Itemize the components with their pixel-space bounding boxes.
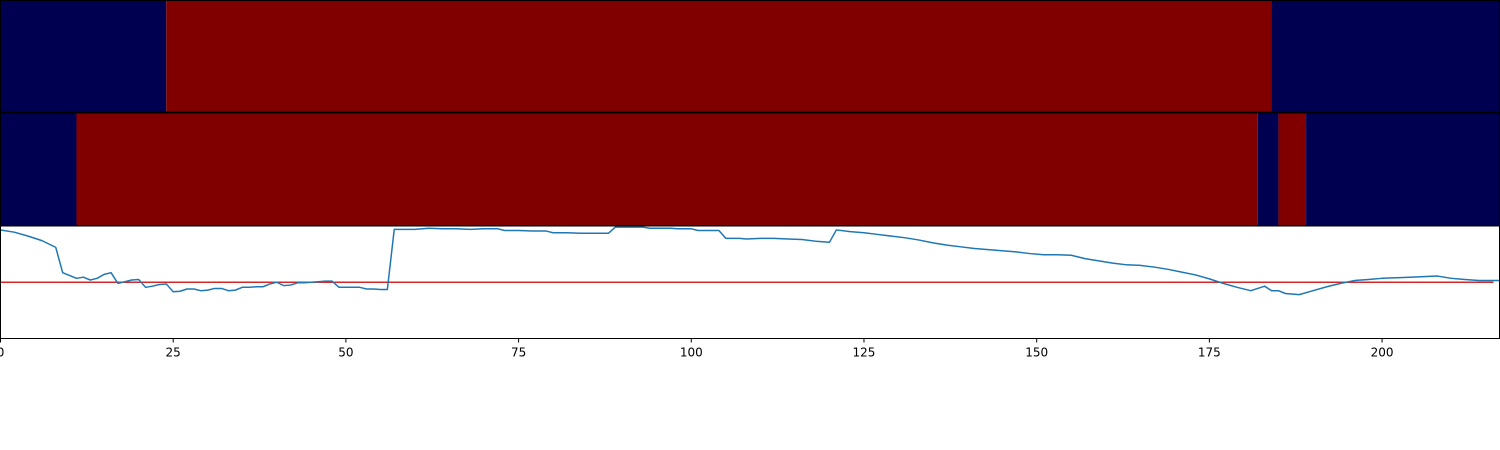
x-tick-label-100: 100 (680, 346, 703, 360)
state-segment-2-5 (1306, 113, 1499, 226)
x-tick-label-125: 125 (853, 346, 876, 360)
state-segment-2-3 (1258, 113, 1279, 226)
x-tick-label-175: 175 (1198, 346, 1221, 360)
x-tick-label-50: 50 (338, 346, 353, 360)
state-segment-2-1 (1, 113, 77, 226)
x-tick-label-200: 200 (1371, 346, 1394, 360)
state-segment-1-3 (1272, 1, 1500, 113)
x-tick-label-25: 25 (166, 346, 181, 360)
state-segment-1-1 (1, 1, 167, 113)
state-strip-2 (1, 113, 1500, 226)
state-segment-1-2 (166, 1, 1271, 113)
x-tick-label-75: 75 (511, 346, 526, 360)
state-segment-2-4 (1278, 113, 1306, 226)
series-line-1 (1, 227, 1500, 295)
state-segment-2-2 (76, 113, 1257, 226)
x-tick-label-150: 150 (1025, 346, 1048, 360)
state-strip-1 (1, 1, 1500, 113)
line-plot-panel: 0 25 50 75 100 125 150 175 200 (0, 226, 1500, 360)
x-tick-label-0: 0 (0, 346, 4, 360)
